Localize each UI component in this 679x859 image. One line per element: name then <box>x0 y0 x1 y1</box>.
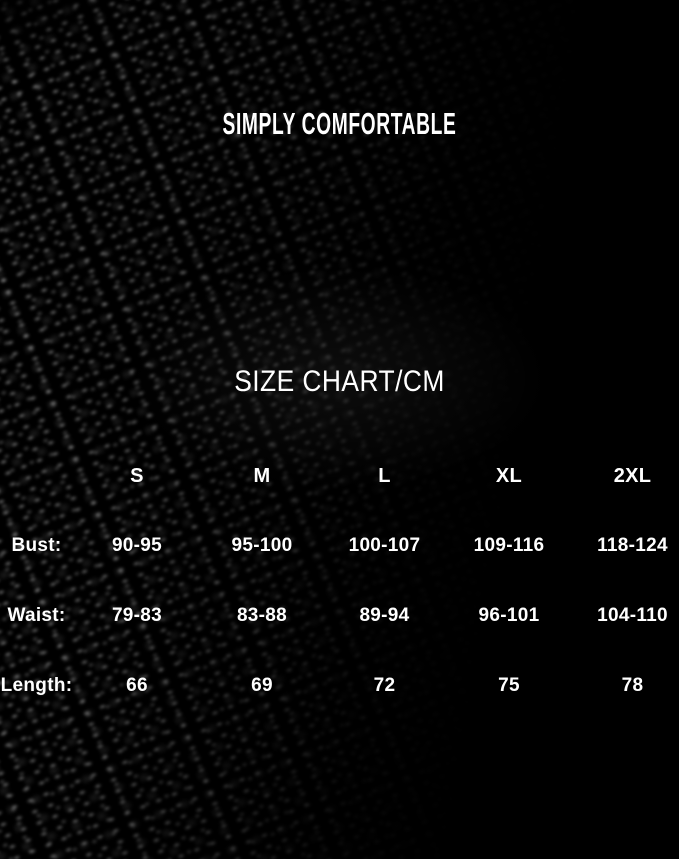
waist-value-s: 79-83 <box>111 605 163 626</box>
waist-value-2xl: 104-110 <box>597 605 668 626</box>
length-value-m: 69 <box>251 675 273 696</box>
size-column-header-s: S <box>130 464 144 487</box>
waist-value-m: 83-88 <box>236 605 288 626</box>
waist-value-xl: 96-101 <box>478 605 540 626</box>
length-value-xl: 75 <box>498 675 520 696</box>
size-column-header-2xl: 2XL <box>613 464 652 487</box>
size-chart-table: S M L XL 2XL Bust: 90-95 95-100 100-107 … <box>0 441 679 721</box>
row-label-waist: Waist: <box>7 605 66 626</box>
bust-value-s: 90-95 <box>111 535 163 556</box>
length-value-l: 72 <box>373 675 396 696</box>
bust-value-m: 95-100 <box>231 535 293 556</box>
size-column-header-xl: XL <box>495 464 523 487</box>
length-value-s: 66 <box>126 675 148 696</box>
brand-tagline: SIMPLY COMFORTABLE <box>222 106 457 141</box>
length-value-2xl: 78 <box>621 675 644 696</box>
size-chart-title: SIZE CHART/CM <box>234 365 445 398</box>
size-column-header-l: L <box>378 464 391 487</box>
bust-value-l: 100-107 <box>348 535 421 556</box>
waist-value-l: 89-94 <box>359 605 410 626</box>
bust-value-2xl: 118-124 <box>597 535 668 556</box>
size-column-header-m: M <box>253 464 271 487</box>
bust-value-xl: 109-116 <box>473 535 545 556</box>
row-label-bust: Bust: <box>11 535 62 556</box>
row-label-length: Length: <box>0 675 73 696</box>
